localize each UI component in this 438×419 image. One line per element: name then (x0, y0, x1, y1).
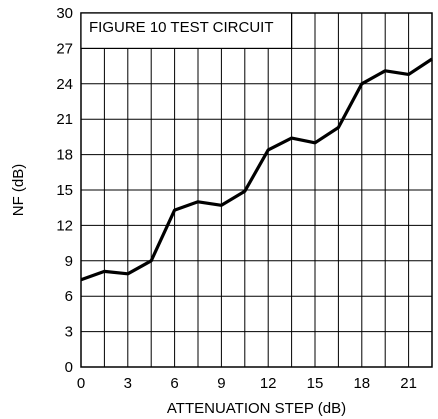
x-tick-label: 0 (77, 375, 85, 392)
x-tick-label: 18 (353, 375, 370, 392)
x-tick-label: 3 (124, 375, 132, 392)
x-tick-label: 6 (170, 375, 178, 392)
annotation-box (80, 12, 293, 50)
series-line (80, 57, 433, 282)
x-tick-label: 9 (217, 375, 225, 392)
y-tick-label: 12 (56, 217, 73, 234)
y-tick-label: 15 (56, 182, 73, 199)
y-tick-label: 21 (56, 111, 73, 128)
x-tick-label: 21 (400, 375, 417, 392)
y-tick-label: 30 (56, 5, 73, 22)
series-layer (80, 57, 433, 282)
y-tick-label: 27 (56, 40, 73, 57)
grid (80, 12, 433, 368)
x-tick-label: 15 (307, 375, 324, 392)
y-tick-label: 24 (56, 76, 73, 93)
y-tick-labels: 0 3 6 9 12 15 18 21 24 27 30 (56, 5, 73, 376)
y-tick-label: 6 (65, 288, 73, 305)
y-axis-label: NF (dB) (10, 164, 27, 217)
annotation-label: FIGURE 10 TEST CIRCUIT (89, 19, 273, 36)
y-tick-label: 0 (65, 359, 73, 376)
x-tick-labels: 0 3 6 9 12 15 18 21 (77, 375, 417, 392)
x-tick-label: 12 (260, 375, 277, 392)
y-tick-label: 3 (65, 324, 73, 341)
y-tick-label: 18 (56, 147, 73, 164)
x-axis-label: ATTENUATION STEP (dB) (167, 400, 346, 417)
y-tick-label: 9 (65, 253, 73, 270)
